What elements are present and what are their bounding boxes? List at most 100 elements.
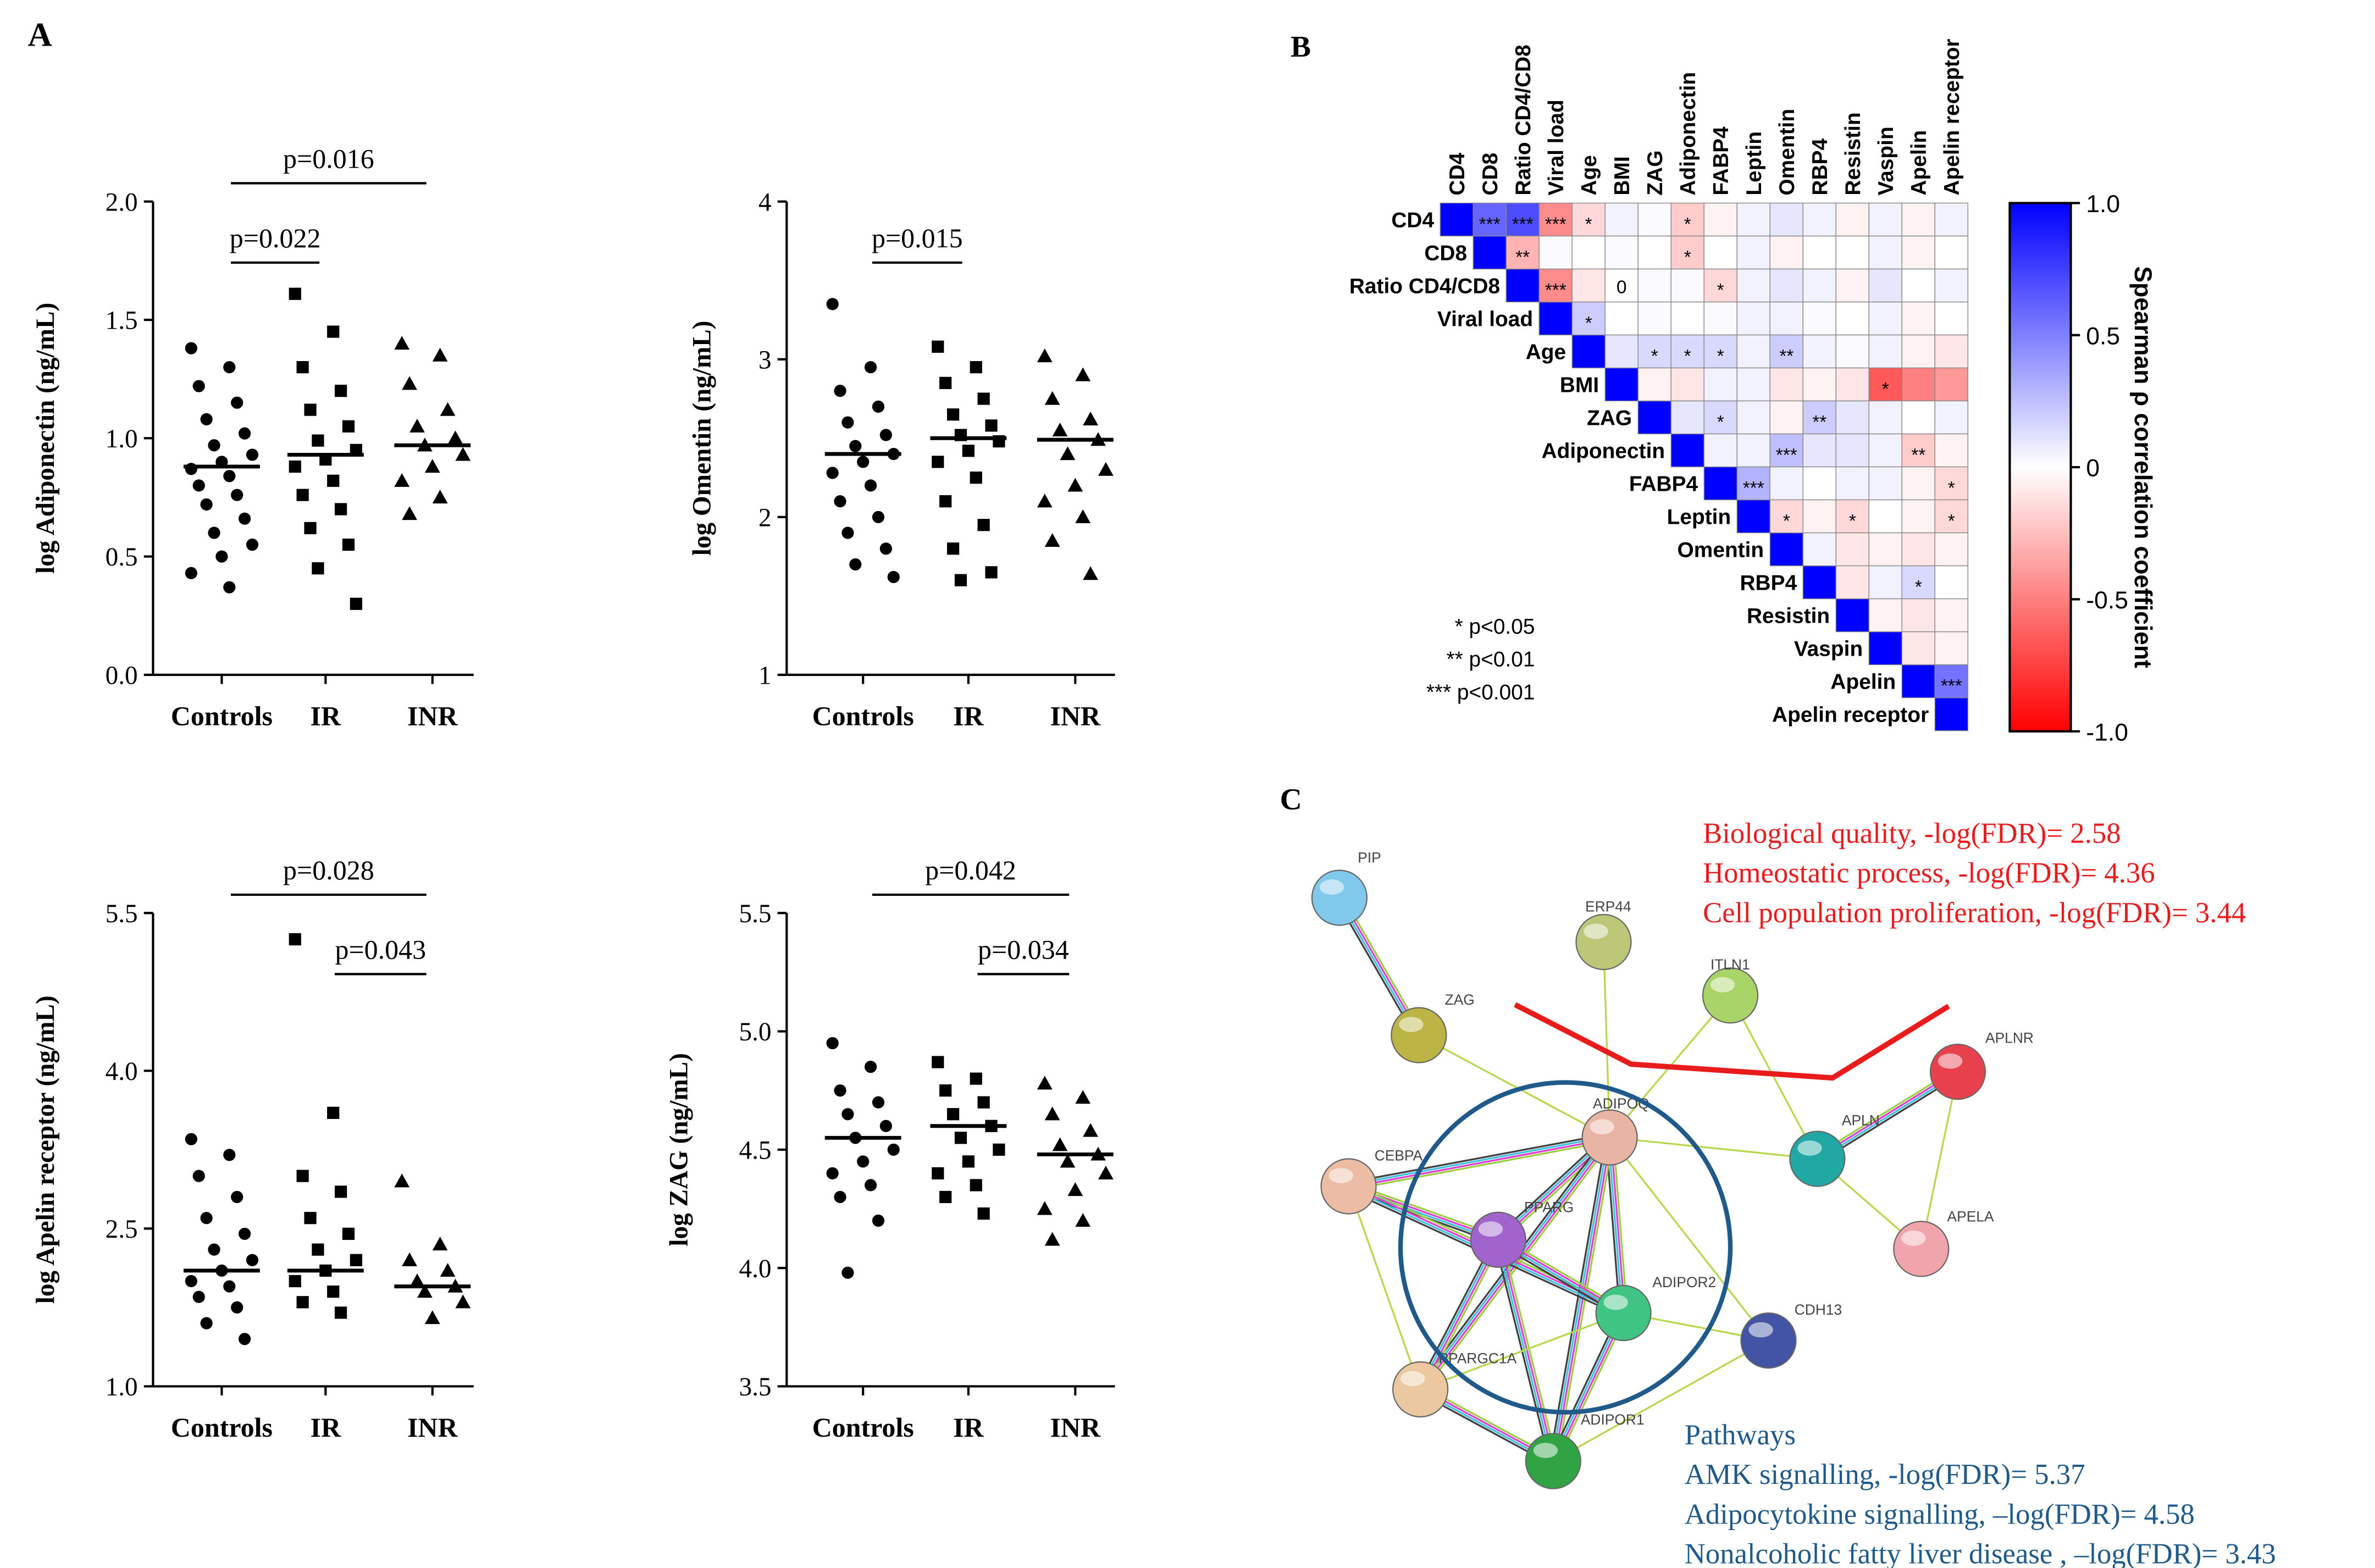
data-point [946, 408, 960, 421]
diagonal-cell [1637, 400, 1671, 435]
heatmap-cell [1901, 466, 1936, 501]
data-point [215, 550, 228, 563]
node-label: APLN [1842, 1112, 1880, 1128]
data-point [223, 1149, 236, 1161]
data-point [977, 392, 990, 405]
data-point [402, 376, 418, 390]
data-point [238, 427, 251, 440]
heatmap-cell [1802, 202, 1837, 237]
cell-label: * [1717, 346, 1724, 367]
column-label: Age [1577, 155, 1601, 195]
column-label: Viral load [1544, 99, 1568, 195]
heatmap-cell [1802, 400, 1837, 435]
heatmap-cell [1802, 433, 1837, 468]
heatmap-cell [1604, 268, 1638, 303]
diagonal-cell [1440, 202, 1474, 237]
data-point [246, 538, 259, 551]
network-node [1581, 1109, 1638, 1166]
data-point [208, 527, 220, 539]
column-label: ZAG [1643, 151, 1667, 196]
x-tick-label: IR [311, 1412, 341, 1443]
diagonal-cell [1835, 598, 1870, 633]
y-tick-label: 1.0 [106, 425, 138, 453]
heatmap-cell [1637, 334, 1671, 369]
data-point [350, 1254, 362, 1266]
cell-label: * [1948, 511, 1955, 531]
data-point [1075, 1090, 1091, 1104]
data-point [993, 1143, 1005, 1156]
cell-label: * [1882, 379, 1889, 400]
data-point [289, 933, 301, 946]
y-tick-label: 1.5 [106, 307, 138, 335]
data-point [842, 416, 854, 429]
diagonal-cell [1472, 235, 1507, 270]
heatmap-cell [1736, 367, 1770, 402]
data-point [455, 447, 471, 461]
data-point [842, 1266, 854, 1279]
network-node [1320, 1158, 1377, 1215]
heatmap-cell [1736, 268, 1770, 303]
heatmap-cell [1670, 400, 1704, 435]
data-point [342, 538, 355, 551]
data-point [1067, 478, 1083, 492]
y-tick-label: 5.5 [106, 900, 138, 928]
row-label: Leptin [1667, 505, 1731, 529]
cell-label: ** [1515, 247, 1530, 268]
data-point [1060, 446, 1076, 461]
heatmap-cell [1802, 334, 1837, 369]
data-point [864, 1179, 877, 1192]
x-tick-label: IR [953, 701, 984, 732]
data-point [1075, 509, 1091, 523]
data-point [1044, 391, 1060, 405]
heatmap-cell [1703, 202, 1737, 237]
data-point [939, 495, 952, 508]
heatmap-cell [1868, 301, 1903, 336]
data-point [826, 1037, 839, 1050]
y-axis-label: log Apelin receptor (ng/mL) [31, 995, 60, 1304]
heatmap-cell [1835, 301, 1870, 336]
network-edge [1553, 1137, 1612, 1462]
node-label: CDH13 [1795, 1301, 1842, 1318]
heatmap-cell [1868, 565, 1903, 600]
heatmap-cell [1769, 268, 1804, 303]
diagonal-cell [1604, 367, 1638, 402]
diagonal-cell [1934, 697, 1969, 732]
heatmap-cell [1868, 334, 1903, 369]
data-point [289, 287, 301, 300]
heatmap-cell [1901, 631, 1936, 666]
data-point [970, 361, 982, 374]
y-tick-label: 1.0 [106, 1373, 138, 1401]
network-edge [1348, 1138, 1610, 1189]
data-point [1044, 533, 1060, 547]
column-label: Leptin [1742, 131, 1766, 196]
column-label: Adiponectin [1676, 72, 1700, 196]
data-point [977, 1096, 990, 1109]
heatmap-cell [1604, 334, 1638, 369]
data-point [246, 1254, 259, 1266]
heatmap-cell [1703, 268, 1737, 303]
cell-label: * [1915, 577, 1922, 597]
heatmap-cell [1703, 301, 1737, 336]
heatmap-cell [1934, 301, 1969, 336]
heatmap-cell [1604, 202, 1638, 237]
data-point [289, 460, 301, 473]
data-point [223, 470, 236, 483]
row-label: Omentin [1678, 538, 1764, 562]
cell-label: *** [1776, 445, 1797, 466]
heatmap-cell [1802, 466, 1837, 501]
data-point [327, 1286, 340, 1298]
heatmap-cell [1538, 268, 1573, 303]
cell-label: *** [1545, 214, 1566, 235]
heatmap-cell [1934, 598, 1969, 633]
data-point [872, 1214, 885, 1227]
data-point [409, 418, 425, 433]
heatmap-cell [1835, 268, 1870, 303]
heatmap-cell [1736, 400, 1770, 435]
diagonal-cell [1769, 532, 1804, 567]
cell-label: * [1717, 412, 1724, 433]
data-point [208, 439, 220, 452]
network-edge [1610, 1137, 1626, 1314]
data-point [1052, 1137, 1068, 1151]
data-point [296, 1296, 309, 1309]
network-edge [1612, 1137, 1628, 1313]
